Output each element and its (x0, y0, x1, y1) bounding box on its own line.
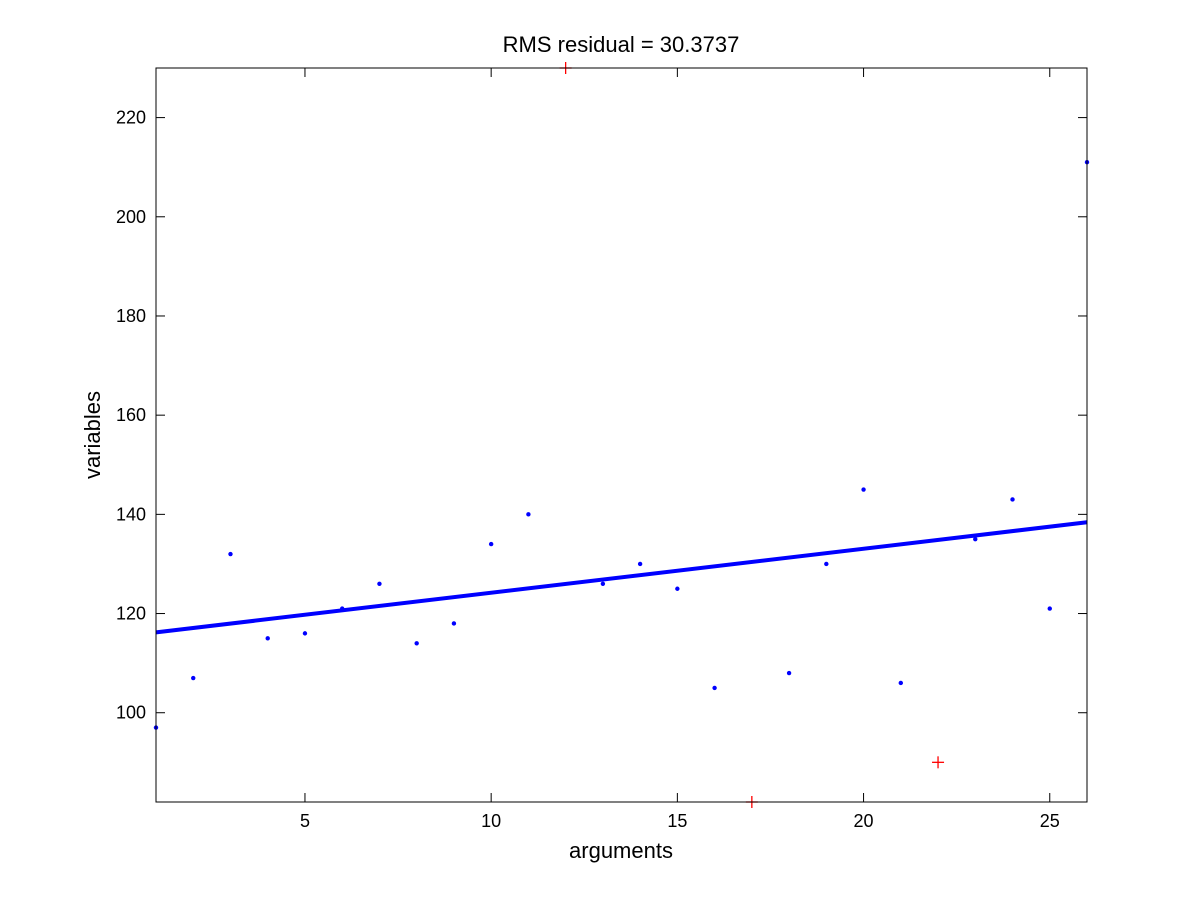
data-point (898, 680, 903, 686)
x-tick-label: 5 (300, 811, 310, 831)
y-tick-label: 120 (116, 604, 146, 624)
x-tick-label: 25 (1040, 811, 1060, 831)
data-point (600, 581, 606, 586)
data-point (228, 551, 233, 557)
axis-ticks (156, 68, 1087, 802)
data-point (1010, 497, 1015, 502)
x-tick-label: 15 (667, 811, 687, 831)
plot-area (156, 68, 1087, 802)
data-point (302, 631, 308, 636)
data-point (265, 636, 270, 641)
axis-tick-labels: 5 10 15 20 25 100 120 140 160 180 200 220 (116, 108, 1060, 831)
fit-line (155, 520, 1088, 635)
data-point (712, 685, 717, 691)
data-point (675, 586, 680, 591)
y-tick-label: 100 (116, 703, 146, 723)
x-tick-label: 20 (854, 811, 874, 831)
x-axis-label: arguments (569, 838, 673, 863)
y-tick-label: 200 (116, 207, 146, 227)
data-point (191, 675, 196, 681)
data-point (861, 487, 866, 492)
x-tick-label: 10 (481, 811, 501, 831)
y-tick-label: 140 (116, 504, 146, 524)
outlier-point (932, 756, 945, 769)
data-point (973, 536, 978, 542)
y-axis-label: variables (80, 391, 105, 479)
y-tick-label: 220 (116, 108, 146, 128)
data-point (786, 670, 792, 676)
data-point (377, 581, 382, 586)
data-point (451, 621, 457, 626)
data-point (414, 641, 419, 646)
data-point (488, 541, 494, 547)
chart-title: RMS residual = 30.3737 (503, 32, 740, 57)
data-point (1047, 606, 1052, 611)
y-tick-label: 160 (116, 405, 146, 425)
data-point (637, 561, 643, 567)
axes-box (155, 67, 1088, 803)
data-point (526, 512, 531, 517)
data-point (824, 561, 829, 567)
y-tick-label: 180 (116, 306, 146, 326)
